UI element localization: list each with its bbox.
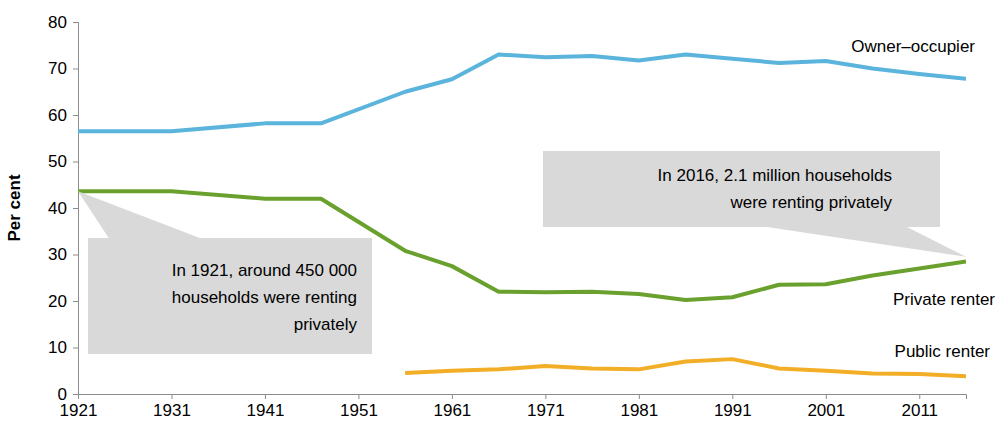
callout-box bbox=[543, 151, 940, 227]
x-tick-mark bbox=[452, 394, 453, 399]
x-tick-label: 1931 bbox=[153, 401, 191, 420]
x-tick: 1951 bbox=[340, 394, 378, 420]
callout: In 1921, around 450 000 households were r… bbox=[78, 191, 372, 354]
lines bbox=[78, 55, 966, 377]
y-tick-label: 30 bbox=[48, 245, 67, 264]
callout-text: households were renting bbox=[172, 288, 357, 307]
y-tick: 40 bbox=[48, 199, 78, 218]
y-tick: 30 bbox=[48, 245, 78, 264]
y-tick-label: 20 bbox=[48, 292, 67, 311]
callout-text: privately bbox=[294, 315, 358, 334]
x-tick-mark bbox=[732, 394, 733, 399]
y-tick: 50 bbox=[48, 152, 78, 171]
y-tick-mark bbox=[73, 69, 78, 70]
x-tick-label: 1941 bbox=[247, 401, 285, 420]
y-tick: 10 bbox=[48, 338, 78, 357]
x-tick: 1981 bbox=[620, 394, 658, 420]
chart: 0102030405060708019211931194119511961197… bbox=[0, 0, 1000, 434]
x-tick-mark bbox=[919, 394, 920, 399]
y-axis-title: Per cent bbox=[5, 174, 24, 241]
y-tick: 80 bbox=[48, 13, 78, 32]
y-tick-label: 60 bbox=[48, 106, 67, 125]
x-axis-line bbox=[79, 395, 967, 400]
callout-text: were renting privately bbox=[729, 193, 892, 212]
series-label: Public renter bbox=[895, 342, 991, 361]
x-tick-mark bbox=[826, 394, 827, 399]
x-tick-label: 1951 bbox=[340, 401, 378, 420]
callout: In 2016, 2.1 million households were rent… bbox=[543, 151, 966, 257]
y-axis-line bbox=[73, 23, 79, 395]
x-tick-label: 1961 bbox=[433, 401, 471, 420]
x-tick-label: 1921 bbox=[60, 401, 98, 420]
x-tick: 1921 bbox=[60, 394, 98, 420]
y-axis: 01020304050607080 bbox=[48, 13, 78, 404]
y-tick-mark bbox=[73, 115, 78, 116]
x-tick-label: 2011 bbox=[901, 401, 938, 420]
y-tick-label: 10 bbox=[48, 338, 67, 357]
y-tick-label: 50 bbox=[48, 152, 67, 171]
y-tick-mark bbox=[73, 348, 78, 349]
x-tick: 1991 bbox=[714, 394, 752, 420]
x-tick: 2001 bbox=[807, 394, 845, 420]
callout-box bbox=[88, 238, 372, 354]
series-line bbox=[78, 55, 966, 132]
callout-pointer bbox=[760, 226, 966, 257]
y-tick-mark bbox=[73, 301, 78, 302]
x-tick: 1971 bbox=[527, 394, 565, 420]
x-tick-label: 1971 bbox=[527, 401, 565, 420]
x-tick: 1941 bbox=[247, 394, 285, 420]
x-tick-mark bbox=[358, 394, 359, 399]
x-tick-mark bbox=[545, 394, 546, 399]
y-tick: 20 bbox=[48, 292, 78, 311]
series-label: Owner–occupier bbox=[851, 37, 975, 56]
x-tick-mark bbox=[265, 394, 266, 399]
y-tick-label: 40 bbox=[48, 199, 67, 218]
x-tick: 1931 bbox=[153, 394, 191, 420]
x-tick: 2011 bbox=[901, 394, 938, 420]
annotations: In 1921, around 450 000 households were r… bbox=[78, 151, 966, 354]
plot: 0102030405060708019211931194119511961197… bbox=[48, 13, 966, 420]
callout-text: In 2016, 2.1 million households bbox=[658, 166, 892, 185]
y-tick-label: 80 bbox=[48, 13, 67, 32]
y-tick-mark bbox=[73, 255, 78, 256]
x-tick-label: 2001 bbox=[807, 401, 845, 420]
x-tick-label: 1991 bbox=[714, 401, 752, 420]
y-tick: 60 bbox=[48, 106, 78, 125]
x-axis: 1921 1931 1941 1951 1961 1971 1981 1991 2001 2011 bbox=[60, 394, 967, 420]
x-tick-mark bbox=[639, 394, 640, 399]
series-label: Private renter bbox=[893, 290, 995, 309]
x-tick: 1961 bbox=[433, 394, 471, 420]
callout-text: In 1921, around 450 000 bbox=[172, 261, 357, 280]
x-tick-mark bbox=[78, 394, 79, 399]
y-tick-mark bbox=[73, 394, 78, 395]
callout-pointer bbox=[78, 191, 205, 240]
y-tick-mark bbox=[73, 22, 78, 23]
y-tick-mark bbox=[73, 208, 78, 209]
y-tick-label: 70 bbox=[48, 59, 67, 78]
y-tick: 70 bbox=[48, 59, 78, 78]
x-tick-label: 1981 bbox=[620, 401, 658, 420]
series-line bbox=[405, 359, 966, 376]
y-tick-mark bbox=[73, 162, 78, 163]
x-tick-mark bbox=[171, 394, 172, 399]
